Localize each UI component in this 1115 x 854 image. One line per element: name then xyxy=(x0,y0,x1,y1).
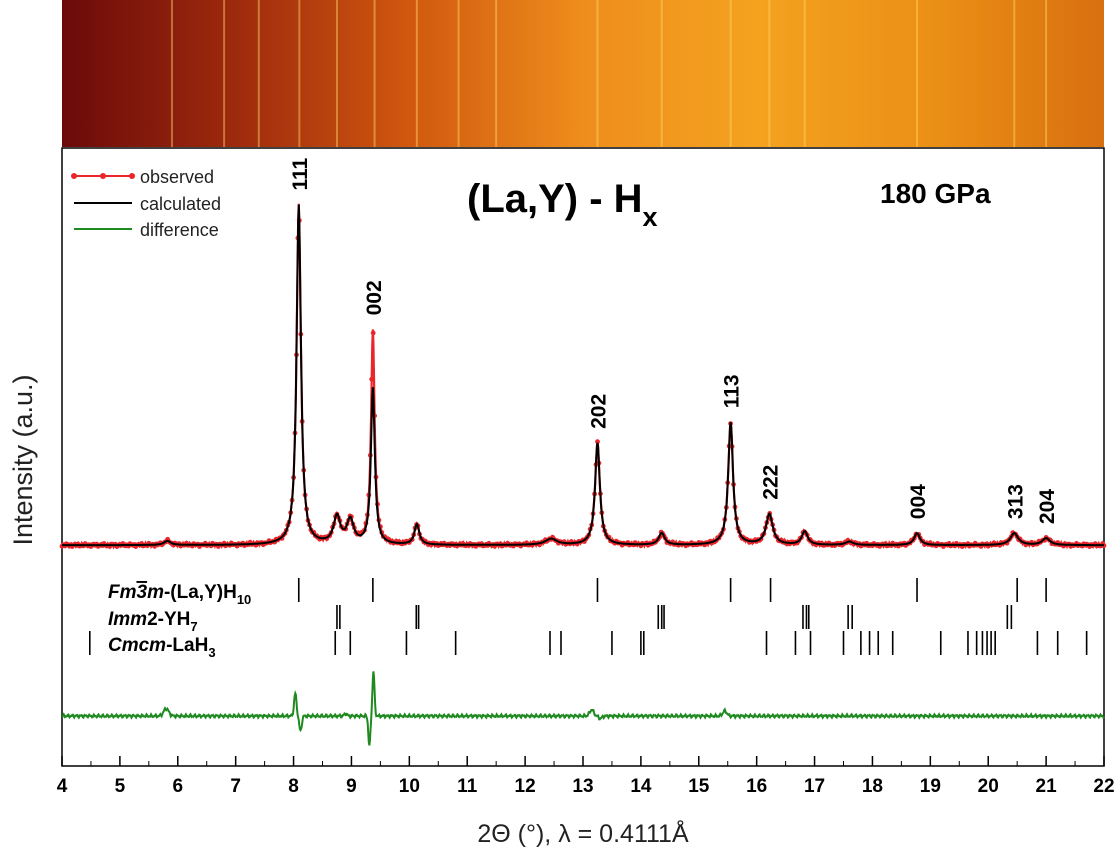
phase-label-2-prefix: Cmcm xyxy=(108,635,166,656)
calculated-line xyxy=(62,204,1104,547)
diffraction-line-16 xyxy=(1045,0,1048,147)
x-tick-label-16: 16 xyxy=(746,776,767,797)
phase-label-2-rest: -LaH xyxy=(166,635,208,656)
x-tick-label-10: 10 xyxy=(399,776,420,797)
diffraction-line-11 xyxy=(729,0,732,147)
difference-series xyxy=(61,671,1105,746)
observed-point-370 xyxy=(595,439,600,445)
x-tick-label-4: 4 xyxy=(57,776,68,797)
peak-label-204: 204 xyxy=(1036,489,1059,524)
diffraction-line-8 xyxy=(495,0,498,147)
peak-label-113: 113 xyxy=(721,374,744,408)
phase-label-0-bar: 3 xyxy=(137,582,148,603)
peak-label-002: 002 xyxy=(363,280,386,315)
observed-point-214 xyxy=(369,376,375,382)
legend-observed-marker-right xyxy=(129,173,135,179)
phase-label-1-rest: 2-YH xyxy=(147,609,190,630)
peak-label-222: 222 xyxy=(759,465,782,500)
y-axis-label: Intensity (a.u.) xyxy=(8,374,38,545)
diffraction-line-6 xyxy=(415,0,418,147)
diffraction-image-background xyxy=(62,0,1104,147)
phase-label-0: Fm3m-(La,Y)H10 xyxy=(108,582,251,607)
peak-label-111: 111 xyxy=(289,157,312,190)
x-tick-label-17: 17 xyxy=(804,776,825,797)
diffraction-line-3 xyxy=(298,0,301,147)
difference-line xyxy=(61,671,1105,746)
chart-title: (La,Y) - Hx xyxy=(467,177,658,232)
diffraction-line-14 xyxy=(916,0,919,147)
x-tick-label-12: 12 xyxy=(515,776,536,797)
x-tick-label-19: 19 xyxy=(920,776,941,797)
legend-calculated-label: calculated xyxy=(140,194,221,214)
phase-label-2: Cmcm-LaH3 xyxy=(108,635,216,660)
plot-frame xyxy=(61,147,1105,767)
peak-label-004: 004 xyxy=(907,484,930,519)
diffraction-line-12 xyxy=(768,0,771,147)
diffraction-line-5 xyxy=(373,0,376,147)
diffraction-line-15 xyxy=(1013,0,1016,147)
diffraction-line-7 xyxy=(457,0,460,147)
x-tick-label-15: 15 xyxy=(688,776,710,797)
peak-label-313: 313 xyxy=(1004,484,1027,519)
x-tick-label-8: 8 xyxy=(288,776,299,797)
x-tick-label-21: 21 xyxy=(1036,776,1058,797)
x-tick-label-5: 5 xyxy=(115,776,126,797)
peak-label-202: 202 xyxy=(588,394,611,429)
diffraction-line-10 xyxy=(660,0,663,147)
x-tick-label-14: 14 xyxy=(630,776,652,797)
legend-difference-label: difference xyxy=(140,220,219,240)
phase-label-2-subscript: 3 xyxy=(208,645,215,660)
x-tick-label-13: 13 xyxy=(572,776,593,797)
x-tick-label-6: 6 xyxy=(172,776,183,797)
chart-title-main: (La,Y) - H xyxy=(467,177,643,221)
phase-label-0-subscript: 10 xyxy=(237,592,251,607)
phase-label-1-subscript: 7 xyxy=(190,619,197,634)
x-tick-label-20: 20 xyxy=(978,776,999,797)
chart-title-subscript: x xyxy=(643,202,658,232)
observed-line xyxy=(60,203,1105,550)
diffraction-image xyxy=(62,0,1104,147)
observed-series xyxy=(59,203,1107,550)
x-axis-label: 2Θ (°), λ = 0.4111Å xyxy=(477,818,689,848)
calculated-series xyxy=(62,204,1104,547)
x-tick-label-11: 11 xyxy=(457,776,478,797)
peak-labels: 111 002 202 113 222 004 313 204 xyxy=(289,157,1059,524)
x-axis: 4 5 6 7 8 9 10 11 12 13 14 15 16 17 18 19 20 21 22 xyxy=(57,756,1115,797)
legend-observed-label: observed xyxy=(140,167,214,187)
pressure-label: 180 GPa xyxy=(880,178,991,209)
phase-label-0-rest: -(La,Y)H xyxy=(164,582,237,603)
legend-observed-marker-mid xyxy=(100,173,106,179)
phase-label-1: Imm2-YH7 xyxy=(108,609,198,634)
phase-label-0-prefix: Fm xyxy=(108,582,137,603)
legend-observed-marker-left xyxy=(71,173,77,179)
x-tick-label-9: 9 xyxy=(346,776,357,797)
diffraction-line-4 xyxy=(335,0,338,147)
legend: observed calculated difference xyxy=(71,167,221,240)
diffraction-line-13 xyxy=(803,0,806,147)
diffraction-line-0 xyxy=(170,0,173,147)
x-tick-label-7: 7 xyxy=(230,776,241,797)
observed-point-215 xyxy=(370,330,376,336)
phase-label-1-prefix: Imm xyxy=(108,609,147,630)
diffraction-image-lines xyxy=(170,0,1048,147)
diffraction-line-9 xyxy=(596,0,599,147)
phase-label-0-suffix: m xyxy=(147,582,164,603)
diffraction-line-2 xyxy=(257,0,260,147)
x-tick-label-18: 18 xyxy=(862,776,883,797)
x-tick-label-22: 22 xyxy=(1093,776,1114,797)
diffraction-line-1 xyxy=(223,0,226,147)
